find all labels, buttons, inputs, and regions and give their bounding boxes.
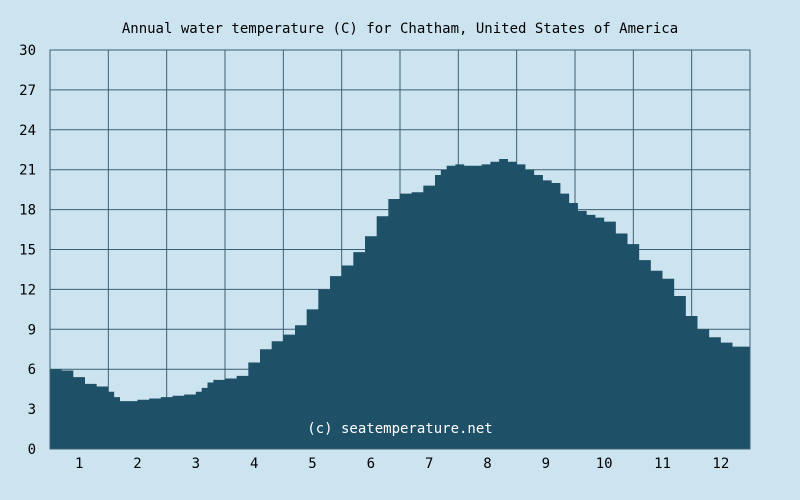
chart-title: Annual water temperature (C) for Chatham… bbox=[122, 21, 678, 37]
y-tick-label: 21 bbox=[19, 163, 36, 179]
temperature-area bbox=[50, 159, 750, 449]
x-tick-label: 2 bbox=[133, 456, 141, 472]
y-tick-label: 24 bbox=[19, 123, 36, 139]
x-axis-ticks: 1 2 3 4 5 6 7 8 9 10 11 12 bbox=[75, 456, 729, 472]
x-tick-label: 4 bbox=[250, 456, 258, 472]
y-axis-ticks: 0 3 6 9 12 15 18 21 24 27 30 bbox=[19, 43, 36, 458]
x-tick-label: 7 bbox=[425, 456, 433, 472]
y-tick-label: 27 bbox=[19, 83, 36, 99]
y-tick-label: 30 bbox=[19, 43, 36, 59]
x-tick-label: 12 bbox=[712, 456, 729, 472]
y-tick-label: 9 bbox=[28, 322, 36, 338]
watermark-text: (c) seatemperature.net bbox=[307, 421, 492, 437]
x-tick-label: 11 bbox=[654, 456, 671, 472]
y-tick-label: 6 bbox=[28, 362, 36, 378]
y-tick-label: 0 bbox=[28, 442, 36, 458]
x-tick-label: 5 bbox=[308, 456, 316, 472]
x-tick-label: 10 bbox=[596, 456, 613, 472]
x-tick-label: 8 bbox=[483, 456, 491, 472]
x-tick-label: 3 bbox=[192, 456, 200, 472]
y-tick-label: 15 bbox=[19, 243, 36, 259]
x-tick-label: 1 bbox=[75, 456, 83, 472]
y-tick-label: 18 bbox=[19, 203, 36, 219]
plot-border bbox=[49, 49, 751, 450]
area-series bbox=[49, 49, 751, 450]
x-tick-label: 9 bbox=[542, 456, 550, 472]
y-tick-label: 3 bbox=[28, 402, 36, 418]
y-tick-label: 12 bbox=[19, 282, 36, 298]
x-tick-label: 6 bbox=[367, 456, 375, 472]
